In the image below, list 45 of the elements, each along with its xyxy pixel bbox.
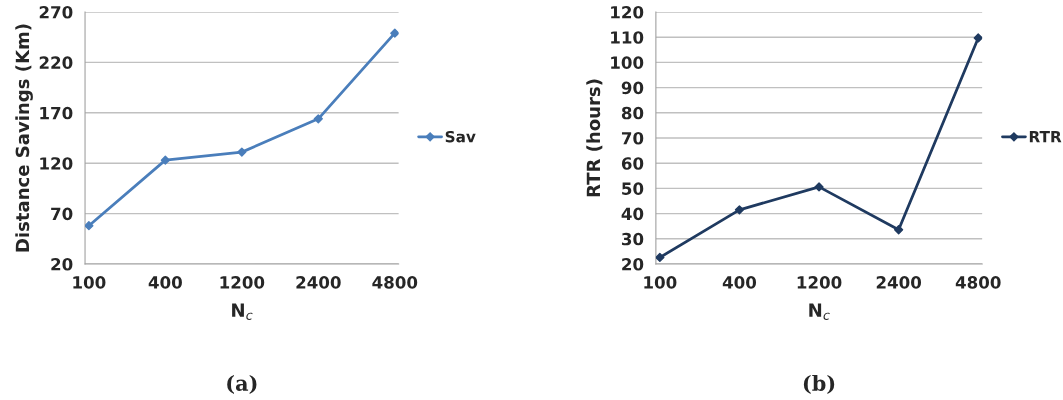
point bbox=[734, 205, 745, 215]
y-tick-label: 20 bbox=[51, 257, 73, 271]
y-tick-label: 120 bbox=[40, 157, 73, 170]
point bbox=[313, 114, 323, 124]
y-tick-label: 170 bbox=[40, 106, 73, 120]
legend-label: Sav bbox=[445, 130, 476, 143]
x-axis-title: N$_{c}$ bbox=[809, 303, 830, 320]
point bbox=[814, 182, 824, 192]
y-tick-label: 70 bbox=[51, 207, 73, 221]
y-tick-label: 80 bbox=[621, 106, 644, 120]
point bbox=[237, 147, 247, 157]
y-tick-label: 30 bbox=[621, 232, 644, 246]
y-tick-label: 60 bbox=[621, 157, 644, 170]
point bbox=[390, 28, 399, 38]
y-tick-label: 50 bbox=[622, 182, 644, 195]
y-tick-label: 220 bbox=[39, 56, 73, 69]
text: (b) bbox=[803, 374, 835, 394]
x-tick-label: 4800 bbox=[372, 276, 418, 289]
x-tick-label: 400 bbox=[148, 276, 182, 289]
y-tick-label: 100 bbox=[611, 56, 644, 69]
y-tick-label: 270 bbox=[39, 5, 73, 19]
y-tick-label: 20 bbox=[622, 257, 644, 271]
x-tick-label: 4800 bbox=[955, 276, 1001, 289]
point bbox=[85, 221, 94, 231]
x-tick-label: 1200 bbox=[220, 276, 265, 289]
x-tick-label: 2400 bbox=[296, 276, 341, 289]
y-axis-title: RTR (hours) bbox=[586, 79, 603, 197]
legend-label: RTR bbox=[1029, 131, 1062, 143]
x-tick-label: 1200 bbox=[797, 276, 842, 289]
y-tick-label: 70 bbox=[621, 131, 644, 145]
y-tick-label: 40 bbox=[621, 207, 644, 221]
y-axis-title: Distance Savings (Km) bbox=[15, 24, 33, 252]
point bbox=[894, 225, 904, 235]
x-tick-label: 100 bbox=[644, 276, 677, 289]
point bbox=[160, 155, 170, 165]
text: (a) bbox=[227, 374, 257, 394]
y-tick-label: 120 bbox=[611, 5, 644, 19]
point bbox=[655, 252, 665, 263]
point bbox=[973, 33, 983, 43]
y-tick-label: 110 bbox=[611, 31, 644, 44]
x-tick-label: 100 bbox=[73, 276, 106, 289]
x-tick-label: 2400 bbox=[876, 276, 922, 289]
x-tick-label: 400 bbox=[722, 276, 757, 289]
y-tick-label: 90 bbox=[621, 81, 644, 95]
x-axis-title: N$_{c}$ bbox=[232, 303, 253, 320]
